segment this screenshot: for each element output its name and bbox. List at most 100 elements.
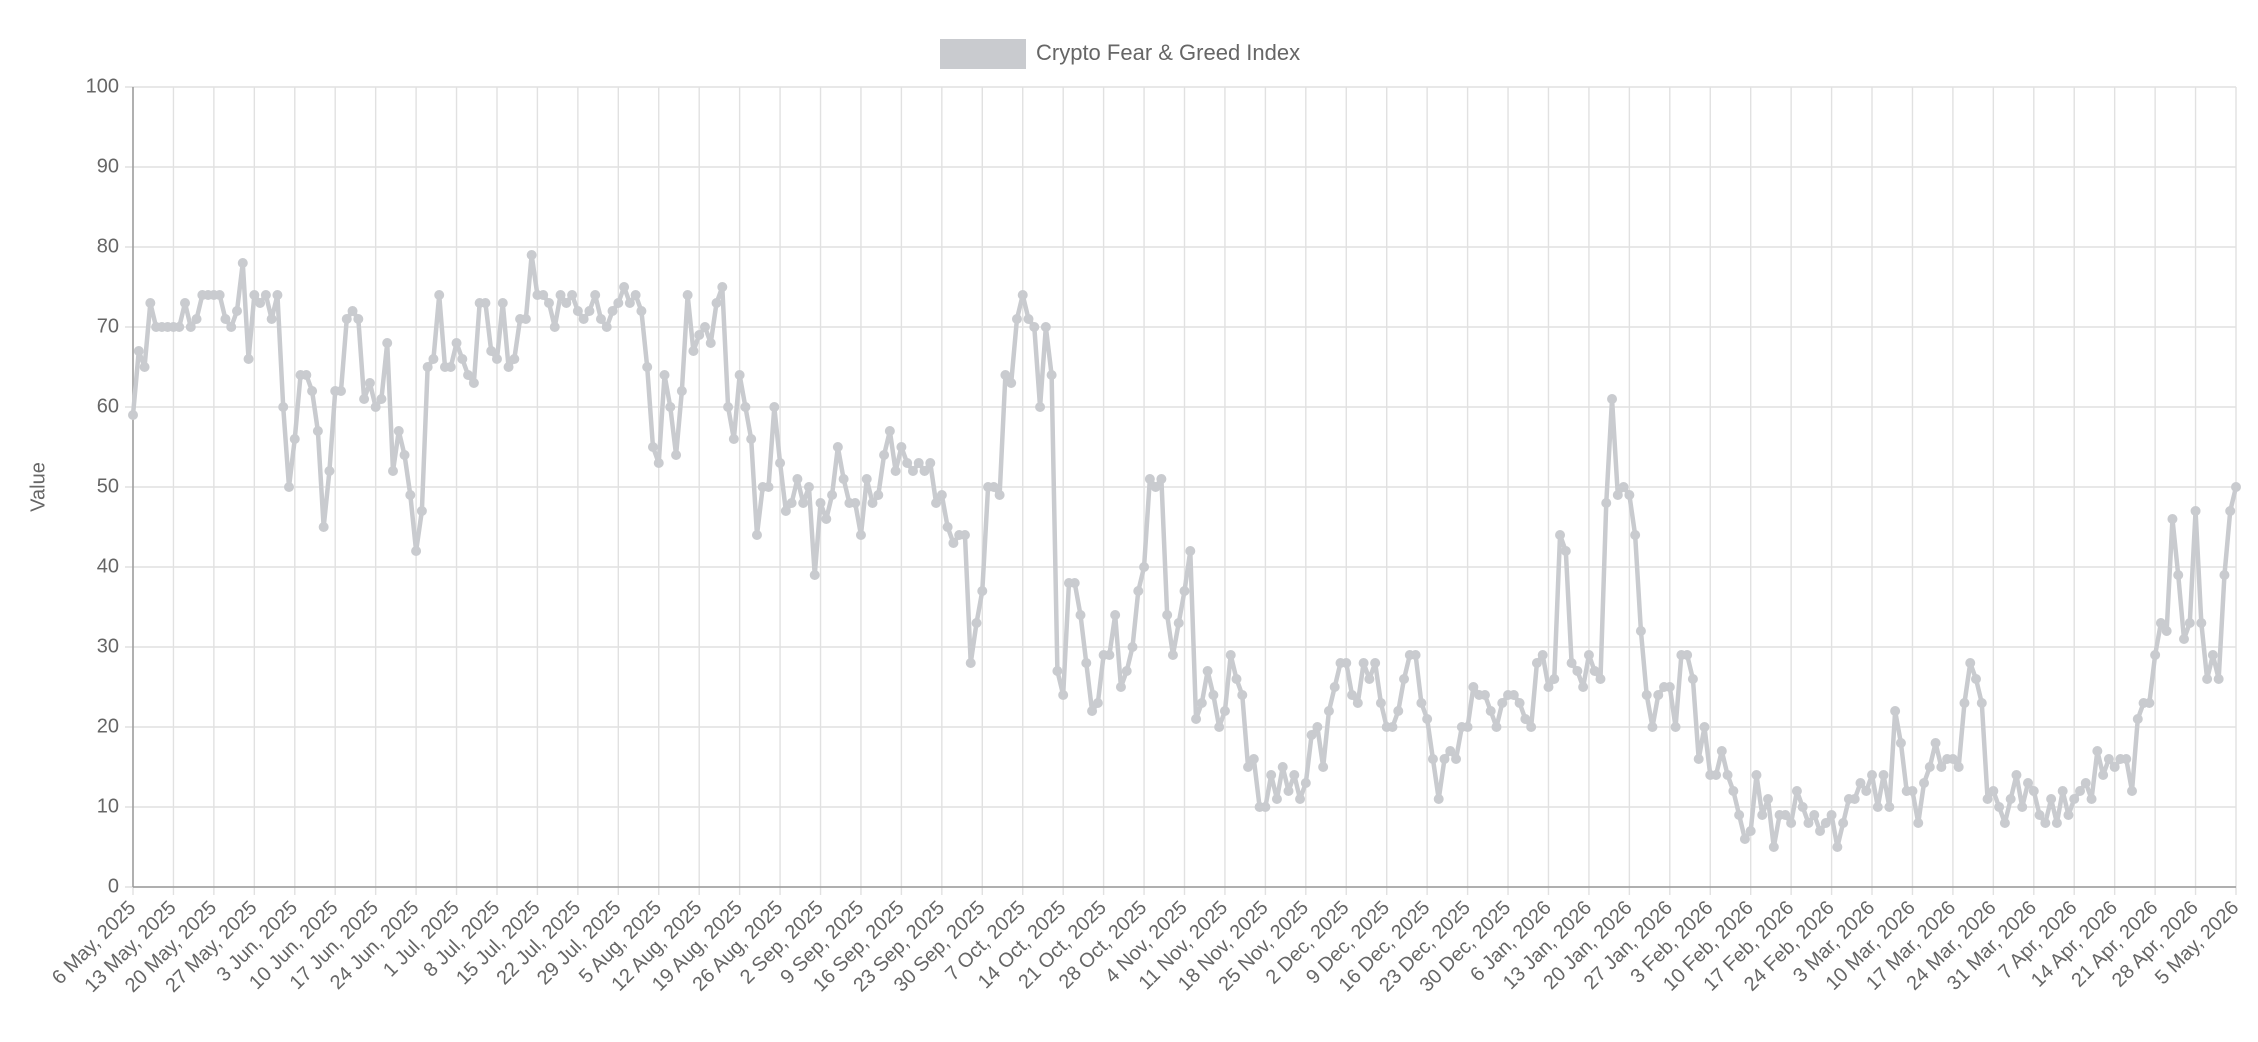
y-tick-label: 90: [97, 155, 119, 177]
data-point: [526, 250, 537, 260]
y-tick-label: 0: [108, 875, 119, 897]
data-point: [815, 498, 826, 508]
data-point: [260, 290, 271, 300]
data-point: [2057, 786, 2068, 796]
data-point: [624, 298, 635, 308]
data-point: [463, 370, 474, 380]
data-point: [1612, 490, 1623, 500]
data-point: [584, 306, 595, 316]
data-point: [497, 298, 508, 308]
data-point: [763, 482, 774, 492]
data-point: [902, 458, 913, 468]
data-point: [775, 458, 786, 468]
data-point: [480, 298, 491, 308]
data-point: [780, 506, 791, 516]
data-point: [1040, 322, 1051, 332]
data-point: [965, 658, 976, 668]
data-point: [2092, 746, 2103, 756]
data-point: [1543, 682, 1554, 692]
data-point: [543, 298, 554, 308]
data-point: [1878, 770, 1889, 780]
data-point: [1826, 810, 1837, 820]
data-point: [867, 498, 878, 508]
data-point: [1768, 842, 1779, 852]
data-point: [2173, 570, 2184, 580]
data-point: [266, 314, 277, 324]
data-point: [1601, 498, 1612, 508]
data-point: [1271, 794, 1282, 804]
data-point: [145, 298, 156, 308]
data-point: [988, 482, 999, 492]
data-point: [1069, 578, 1080, 588]
y-tick-label: 50: [97, 475, 119, 497]
data-point: [1173, 618, 1184, 628]
data-point: [318, 522, 329, 532]
data-point: [1526, 722, 1537, 732]
data-point: [1913, 818, 1924, 828]
data-point: [1156, 474, 1167, 484]
data-point: [1572, 666, 1583, 676]
data-point: [1225, 650, 1236, 660]
data-point: [971, 618, 982, 628]
data-point: [671, 450, 682, 460]
data-point: [734, 370, 745, 380]
data-point: [520, 314, 531, 324]
data-point: [231, 306, 242, 316]
data-point: [382, 338, 393, 348]
data-point: [1231, 674, 1242, 684]
data-point: [2046, 794, 2057, 804]
data-point: [1815, 826, 1826, 836]
data-point: [1797, 802, 1808, 812]
data-point: [1872, 802, 1883, 812]
data-point: [1006, 378, 1017, 388]
data-point: [1982, 794, 1993, 804]
data-point: [1243, 762, 1254, 772]
data-point: [1803, 818, 1814, 828]
data-point: [1988, 786, 1999, 796]
data-point: [1699, 722, 1710, 732]
data-point: [728, 434, 739, 444]
data-point: [1895, 738, 1906, 748]
data-point: [2144, 698, 2155, 708]
data-point: [2098, 770, 2109, 780]
data-point: [1341, 658, 1352, 668]
data-point: [1468, 682, 1479, 692]
data-point: [619, 282, 630, 292]
data-point: [1214, 722, 1225, 732]
data-point: [301, 370, 312, 380]
data-point: [549, 322, 560, 332]
data-point: [613, 298, 624, 308]
data-point: [353, 314, 364, 324]
data-point: [1947, 754, 1958, 764]
data-point: [538, 290, 549, 300]
data-point: [185, 322, 196, 332]
data-point: [2051, 818, 2062, 828]
data-point: [1462, 722, 1473, 732]
data-point: [1936, 762, 1947, 772]
data-point: [347, 306, 358, 316]
data-point: [1884, 802, 1895, 812]
data-point: [925, 458, 936, 468]
data-point: [341, 314, 352, 324]
data-point: [457, 354, 468, 364]
data-point: [445, 362, 456, 372]
data-point: [1323, 706, 1334, 716]
data-point: [416, 506, 427, 516]
data-point: [838, 474, 849, 484]
data-point: [1479, 690, 1490, 700]
data-point: [994, 490, 1005, 500]
data-point: [1283, 786, 1294, 796]
data-point: [717, 282, 728, 292]
data-point: [370, 402, 381, 412]
y-tick-label: 30: [97, 635, 119, 657]
data-point: [387, 466, 398, 476]
data-point: [1924, 762, 1935, 772]
data-point: [1318, 762, 1329, 772]
data-point: [2231, 482, 2241, 492]
data-point: [2023, 778, 2034, 788]
data-point: [376, 394, 387, 404]
data-point: [2179, 634, 2190, 644]
y-tick-label: 100: [86, 75, 119, 97]
data-point: [243, 354, 254, 364]
data-point: [1971, 674, 1982, 684]
